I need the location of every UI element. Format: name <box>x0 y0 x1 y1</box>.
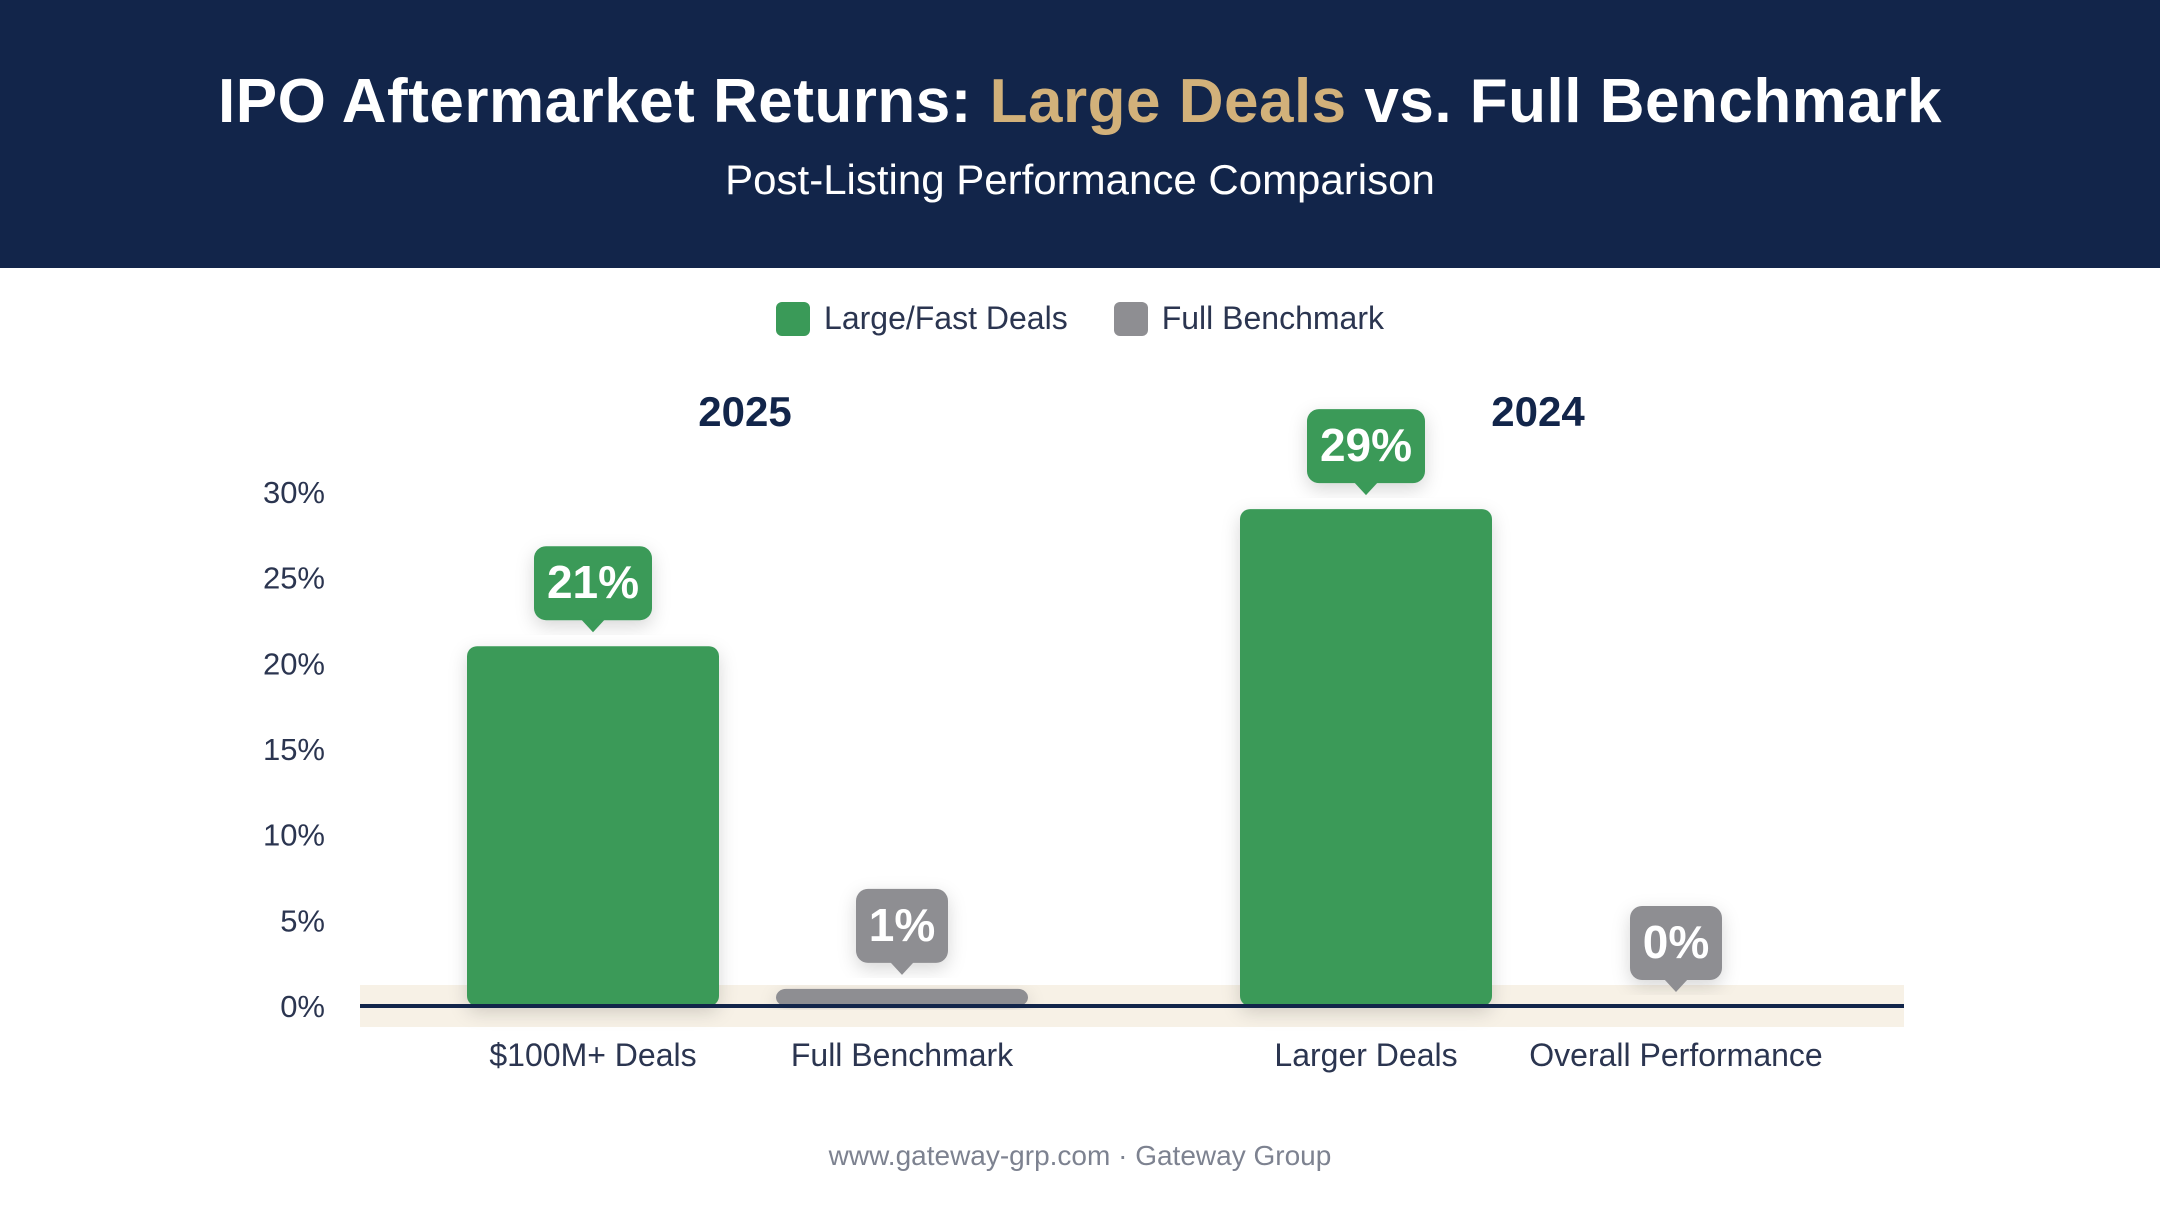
bar <box>1240 509 1492 1006</box>
legend-swatch-large-deals <box>776 301 811 336</box>
header-banner: IPO Aftermarket Returns: Large Deals vs.… <box>0 0 2160 268</box>
bar <box>776 988 1028 1006</box>
y-tick-label: 20% <box>263 646 325 681</box>
x-category-label: Larger Deals <box>1274 1037 1457 1073</box>
callout-pointer <box>581 619 605 633</box>
chart-legend: Large/Fast Deals Full Benchmark <box>0 300 2160 337</box>
y-tick-label: 10% <box>263 818 325 853</box>
callout-pointer <box>1664 979 1688 992</box>
group-label: 2025 <box>698 388 791 435</box>
bar <box>467 646 719 1006</box>
value-callout <box>1630 906 1722 980</box>
y-tick-label: 30% <box>263 475 325 510</box>
y-tick-label: 5% <box>280 903 325 938</box>
page-subtitle: Post-Listing Performance Comparison <box>725 156 1435 203</box>
value-callout <box>1307 409 1425 484</box>
y-tick-label: 15% <box>263 732 325 767</box>
group-label: 2024 <box>1491 388 1585 435</box>
legend-item-full-benchmark: Full Benchmark <box>1113 300 1384 337</box>
value-callout <box>856 888 948 963</box>
legend-label-large-deals: Large/Fast Deals <box>824 300 1068 336</box>
title-part-2: vs. Full Benchmark <box>1346 67 1942 136</box>
legend-swatch-full-benchmark <box>1113 301 1148 336</box>
y-tick-label: 25% <box>263 561 325 596</box>
data-label: 0% <box>1643 916 1709 968</box>
data-label: 29% <box>1320 419 1412 471</box>
legend-item-large-deals: Large/Fast Deals <box>776 300 1068 337</box>
title-part-1: IPO Aftermarket Returns: <box>218 67 990 136</box>
y-tick-label: 0% <box>280 989 325 1024</box>
x-category-label: Overall Performance <box>1529 1037 1822 1073</box>
legend-label-full-benchmark: Full Benchmark <box>1161 300 1384 336</box>
title-accent: Large Deals <box>989 67 1347 136</box>
data-label: 1% <box>869 899 935 951</box>
value-callout <box>534 546 652 621</box>
callout-pointer <box>1354 482 1378 496</box>
footer-credit: www.gateway-grp.com · Gateway Group <box>828 1140 1332 1171</box>
callout-pointer <box>890 961 914 975</box>
data-label: 21% <box>547 556 639 608</box>
x-category-label: Full Benchmark <box>791 1037 1014 1073</box>
x-category-label: $100M+ Deals <box>489 1037 696 1073</box>
page-title: IPO Aftermarket Returns: Large Deals vs.… <box>0 66 2160 137</box>
